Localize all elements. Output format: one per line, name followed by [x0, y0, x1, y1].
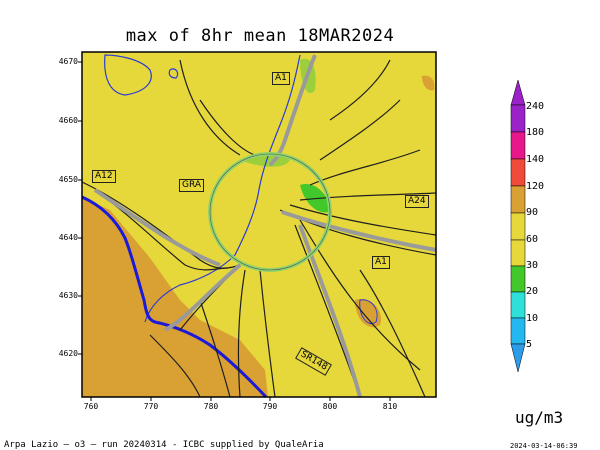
highways [93, 54, 437, 398]
colorbar-label: 30 [526, 260, 539, 271]
colorbar-label: 5 [526, 339, 533, 350]
y-axis-ticks [78, 61, 82, 355]
y-tick-label: 4640 [58, 233, 78, 242]
x-axis-ticks [90, 397, 391, 401]
small-low-zone-1 [85, 223, 102, 243]
southwest-low-zone [82, 290, 268, 397]
road-label-a1-north: A1 [272, 72, 290, 85]
road-label-a24: A24 [405, 195, 429, 208]
y-tick-label: 4630 [58, 291, 78, 300]
small-low-zone-3 [422, 75, 435, 91]
lake-east [359, 299, 378, 324]
road-network [81, 59, 437, 398]
coastline [81, 195, 268, 399]
colorbar-label: 120 [526, 181, 545, 192]
x-tick-label: 810 [382, 402, 398, 411]
x-tick-label: 780 [203, 402, 219, 411]
colorbar-label: 20 [526, 286, 539, 297]
tiber-river [144, 54, 301, 323]
road-label-gra: GRA [179, 179, 205, 192]
x-tick-label: 760 [83, 402, 99, 411]
colorbar-label: 240 [526, 101, 545, 112]
y-tick-label: 4620 [58, 349, 78, 358]
y-tick-label: 4650 [58, 175, 78, 184]
x-tick-label: 800 [322, 402, 338, 411]
lake-northwest [104, 54, 152, 96]
colorbar-label: 60 [526, 234, 539, 245]
y-tick-label: 4670 [58, 57, 78, 66]
map-title: max of 8hr mean 18MAR2024 [125, 26, 395, 46]
colorbar-label: 180 [526, 127, 545, 138]
y-tick-label: 4660 [58, 116, 78, 125]
colorbar-label: 90 [526, 207, 539, 218]
lake-small [168, 68, 179, 79]
x-tick-label: 790 [262, 402, 278, 411]
colorbar-label: 140 [526, 154, 545, 165]
colorbar [510, 79, 526, 373]
ring-road-gra-outline [209, 153, 331, 271]
footer-credits: Arpa Lazio — o3 — run 20240314 - ICBC su… [4, 440, 324, 450]
x-tick-label: 770 [143, 402, 159, 411]
road-label-a12: A12 [92, 170, 116, 183]
map-frame [81, 51, 437, 398]
unit-label: ug/m3 [515, 408, 564, 427]
colorbar-label: 10 [526, 313, 539, 324]
road-label-a1-south: A1 [372, 256, 390, 269]
footer-timestamp: 2024-03-14-06:39 [510, 442, 578, 450]
